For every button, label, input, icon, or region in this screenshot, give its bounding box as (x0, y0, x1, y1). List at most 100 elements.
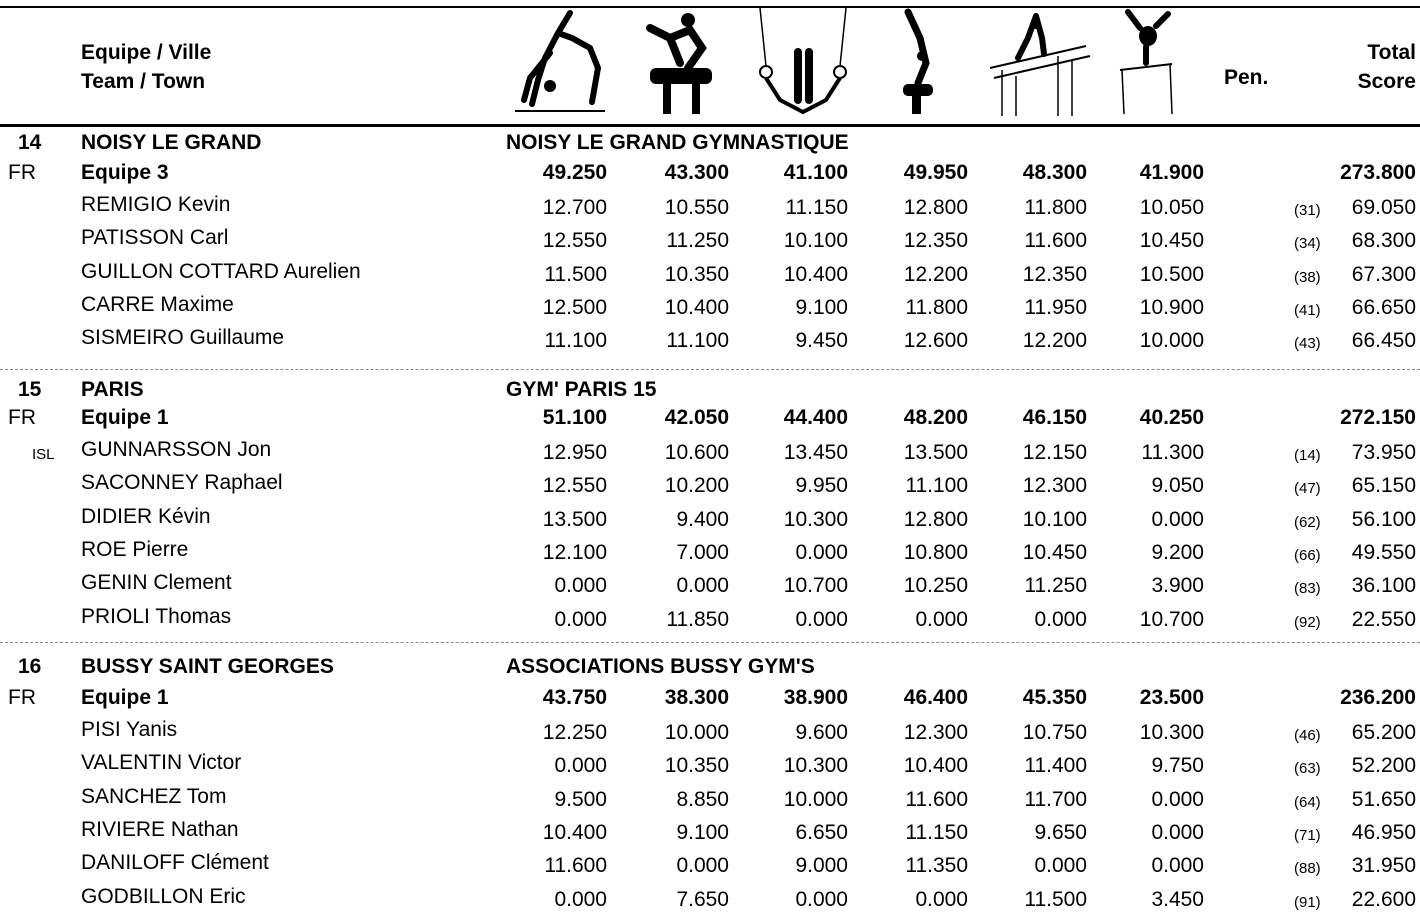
team-name: Equipe 1 (81, 686, 169, 709)
athlete-row: GUILLON COTTARD Aurelien 11.500 10.350 10.4… (0, 260, 1420, 296)
athlete-apparatus-score: 10.000 (783, 788, 848, 811)
athlete-apparatus-score: 10.400 (542, 821, 607, 844)
athlete-apparatus-score: 13.450 (783, 441, 848, 464)
athlete-total-score: 22.600 (1351, 888, 1416, 911)
vault-icon (870, 8, 980, 116)
athlete-apparatus-score: 10.250 (903, 574, 968, 597)
athlete-apparatus-score: 12.250 (542, 721, 607, 744)
athlete-apparatus-score: 11.100 (544, 329, 607, 352)
athlete-apparatus-score: 0.000 (795, 888, 848, 911)
athlete-apparatus-score: 0.000 (1151, 854, 1204, 877)
athlete-apparatus-score: 10.300 (783, 754, 848, 777)
athlete-row: ROE Pierre 12.100 7.000 0.000 10.800 10.450 9.… (0, 538, 1420, 574)
team-apparatus-score: 46.400 (903, 686, 968, 709)
top-rule (0, 6, 1420, 8)
athlete-apparatus-score: 12.300 (903, 721, 968, 744)
athlete-apparatus-score: 0.000 (1151, 508, 1204, 531)
athlete-name: ROE Pierre (81, 538, 189, 561)
athlete-apparatus-score: 0.000 (1151, 821, 1204, 844)
club-name: NOISY LE GRAND GYMNASTIQUE (506, 131, 849, 154)
team-apparatus-score: 43.750 (542, 686, 607, 709)
athlete-place: (66) (1294, 547, 1321, 564)
athlete-row: PATISSON Carl 12.550 11.250 10.100 12.350 11.… (0, 226, 1420, 262)
athlete-apparatus-score: 12.600 (903, 329, 968, 352)
athlete-row: ISL GUNNARSSON Jon 12.950 10.600 13.450 13.50… (0, 438, 1420, 474)
athlete-row: VALENTIN Victor 0.000 10.350 10.300 10.400 11… (0, 751, 1420, 787)
athlete-total-score: 49.550 (1351, 541, 1416, 564)
athlete-total-score: 73.950 (1351, 441, 1416, 464)
athlete-place: (41) (1294, 302, 1321, 319)
rings-icon (750, 7, 860, 116)
athlete-apparatus-score: 11.850 (666, 608, 729, 631)
athlete-total-score: 31.950 (1351, 854, 1416, 877)
athlete-row: DANILOFF Clément 11.600 0.000 9.000 11.350 0.… (0, 851, 1420, 887)
athlete-apparatus-score: 12.800 (903, 508, 968, 531)
header-rule (0, 124, 1420, 127)
athlete-apparatus-score: 12.550 (542, 229, 607, 252)
athlete-apparatus-score: 12.700 (542, 196, 607, 219)
team-total-row: FR Equipe 3 49.250 43.300 41.100 49.950 48.300… (0, 161, 1420, 194)
athlete-apparatus-score: 9.400 (676, 508, 729, 531)
athlete-name: SISMEIRO Guillaume (81, 326, 285, 349)
athlete-apparatus-score: 11.700 (1024, 788, 1087, 811)
athlete-apparatus-score: 12.500 (542, 296, 607, 319)
athlete-row: DIDIER Kévin 13.500 9.400 10.300 12.800 10.10… (0, 505, 1420, 541)
team-heading-row: 15 PARIS GYM' PARIS 15 (0, 378, 1420, 411)
athlete-apparatus-score: 0.000 (676, 854, 729, 877)
athlete-apparatus-score: 10.050 (1139, 196, 1204, 219)
horizontal-bar-icon (1110, 8, 1220, 116)
athlete-name: DIDIER Kévin (81, 505, 211, 528)
athlete-apparatus-score: 12.150 (1022, 441, 1087, 464)
athlete-apparatus-score: 0.000 (554, 608, 607, 631)
team-apparatus-score: 43.300 (664, 161, 729, 184)
team-apparatus-score: 48.300 (1022, 161, 1087, 184)
penalty-header: Pen. (1224, 66, 1269, 89)
athlete-name: PATISSON Carl (81, 226, 229, 249)
athlete-total-score: 65.150 (1351, 474, 1416, 497)
athlete-name: GODBILLON Eric (81, 885, 246, 908)
team-heading-row: 16 BUSSY SAINT GEORGES ASSOCIATIONS BUSSY … (0, 655, 1420, 688)
athlete-place: (91) (1294, 894, 1321, 911)
athlete-apparatus-score: 0.000 (676, 574, 729, 597)
athlete-apparatus-score: 12.950 (542, 441, 607, 464)
athlete-apparatus-score: 13.500 (542, 508, 607, 531)
athlete-apparatus-score: 9.200 (1151, 541, 1204, 564)
athlete-apparatus-score: 7.000 (676, 541, 729, 564)
athlete-name: CARRE Maxime (81, 293, 234, 316)
athlete-name: GUILLON COTTARD Aurelien (81, 260, 361, 283)
team-separator (0, 642, 1420, 643)
athlete-apparatus-score: 11.150 (785, 196, 848, 219)
athlete-row: SISMEIRO Guillaume 11.100 11.100 9.450 12.60… (0, 326, 1420, 362)
team-total-row: FR Equipe 1 51.100 42.050 44.400 48.200 46.150… (0, 406, 1420, 439)
athlete-apparatus-score: 12.200 (1022, 329, 1087, 352)
athlete-apparatus-score: 10.300 (783, 508, 848, 531)
athlete-apparatus-score: 11.600 (1024, 229, 1087, 252)
athlete-apparatus-score: 0.000 (554, 754, 607, 777)
athlete-place: (88) (1294, 860, 1321, 877)
athlete-apparatus-score: 11.300 (1141, 441, 1204, 464)
athlete-apparatus-score: 0.000 (1034, 854, 1087, 877)
team-total-score: 273.800 (1340, 161, 1416, 184)
athlete-total-score: 52.200 (1351, 754, 1416, 777)
athlete-apparatus-score: 10.450 (1022, 541, 1087, 564)
team-heading-row: 14 NOISY LE GRAND NOISY LE GRAND GYMNASTIQ… (0, 131, 1420, 164)
athlete-name: VALENTIN Victor (81, 751, 242, 774)
athlete-apparatus-score: 9.750 (1151, 754, 1204, 777)
athlete-apparatus-score: 10.350 (664, 263, 729, 286)
athlete-row: RIVIERE Nathan 10.400 9.100 6.650 11.150 9.65… (0, 818, 1420, 854)
athlete-apparatus-score: 6.650 (795, 821, 848, 844)
athlete-apparatus-score: 10.400 (664, 296, 729, 319)
athlete-apparatus-score: 10.700 (1139, 608, 1204, 631)
team-apparatus-score: 49.950 (903, 161, 968, 184)
athlete-total-score: 56.100 (1351, 508, 1416, 531)
athlete-place: (38) (1294, 269, 1321, 286)
team-total-score: 236.200 (1340, 686, 1416, 709)
athlete-apparatus-score: 12.300 (1022, 474, 1087, 497)
team-apparatus-score: 38.900 (783, 686, 848, 709)
score-label: Score (1357, 70, 1416, 93)
athlete-place: (46) (1294, 727, 1321, 744)
athlete-place: (92) (1294, 614, 1321, 631)
team-apparatus-score: 40.250 (1139, 406, 1204, 429)
athlete-apparatus-score: 10.450 (1139, 229, 1204, 252)
team-name: Equipe 1 (81, 406, 169, 429)
